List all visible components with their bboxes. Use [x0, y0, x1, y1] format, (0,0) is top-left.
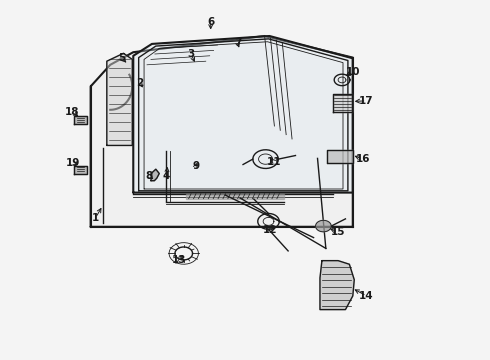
Polygon shape	[74, 166, 87, 174]
Text: 9: 9	[193, 161, 199, 171]
Text: 6: 6	[207, 17, 214, 27]
Text: 19: 19	[65, 158, 80, 168]
Text: 2: 2	[136, 78, 143, 88]
Text: 8: 8	[146, 171, 153, 181]
Polygon shape	[327, 150, 353, 163]
Polygon shape	[316, 220, 331, 232]
Text: 15: 15	[331, 227, 345, 237]
Text: 4: 4	[163, 171, 171, 181]
Text: 16: 16	[355, 154, 370, 164]
Polygon shape	[333, 94, 352, 112]
Polygon shape	[133, 36, 353, 193]
Text: 18: 18	[65, 107, 80, 117]
Text: 17: 17	[359, 96, 374, 106]
Text: 14: 14	[359, 291, 374, 301]
Polygon shape	[186, 194, 284, 199]
Polygon shape	[74, 116, 87, 124]
Text: 7: 7	[234, 38, 242, 48]
Text: 1: 1	[92, 213, 99, 223]
Polygon shape	[107, 53, 132, 145]
Polygon shape	[91, 36, 353, 227]
Polygon shape	[151, 169, 159, 181]
Text: 11: 11	[267, 157, 282, 167]
Text: 12: 12	[263, 225, 278, 235]
Text: 10: 10	[345, 67, 360, 77]
Text: 13: 13	[172, 255, 186, 265]
Polygon shape	[320, 261, 354, 310]
Text: 5: 5	[118, 53, 125, 63]
Text: 3: 3	[188, 49, 195, 59]
